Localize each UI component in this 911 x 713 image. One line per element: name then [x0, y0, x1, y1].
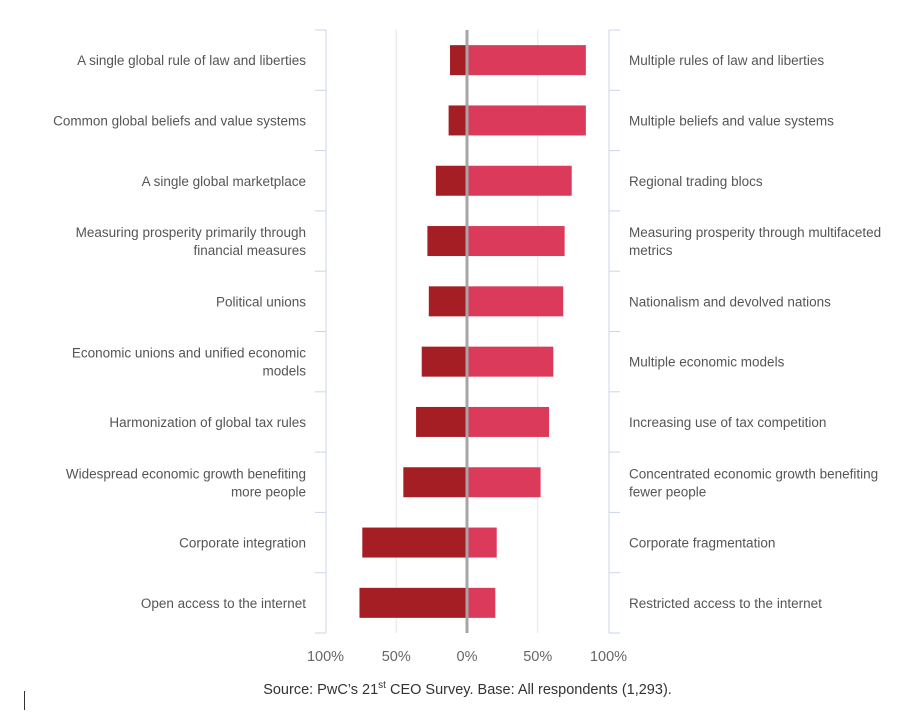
bar-left	[416, 406, 467, 437]
source-note: Source: PwC’s 21st CEO Survey. Base: All…	[0, 680, 911, 698]
bar-right	[467, 527, 497, 558]
left-category-label: Measuring prosperity primarily through fi…	[76, 225, 307, 258]
bar-left	[450, 45, 467, 76]
bar-left	[427, 226, 467, 257]
left-category-label: Widespread economic growth benefiting mor…	[66, 466, 306, 499]
bar-right	[467, 406, 550, 437]
bar-right	[467, 467, 541, 498]
bar-right	[467, 105, 586, 136]
bar-right	[467, 587, 496, 618]
right-category-label: Multiple rules of law and liberties	[629, 53, 824, 68]
right-category-label: Multiple economic models	[629, 355, 785, 370]
x-tick-label: 0%	[457, 649, 478, 665]
bar-left	[435, 165, 467, 196]
left-category-label: Corporate integration	[179, 536, 306, 551]
bar-left	[421, 346, 467, 377]
bar-left	[403, 467, 467, 498]
right-category-label: Regional trading blocs	[629, 174, 763, 189]
right-category-label: Multiple beliefs and value systems	[629, 113, 834, 128]
left-category-label: Common global beliefs and value systems	[53, 113, 306, 128]
text-cursor	[24, 691, 25, 710]
right-category-label: Measuring prosperity through multifacete…	[629, 225, 881, 258]
x-tick-label: 100%	[307, 649, 344, 665]
right-category-label: Nationalism and devolved nations	[629, 294, 831, 309]
bar-left	[428, 286, 467, 317]
left-category-label: Political unions	[216, 294, 306, 309]
right-category-label: Restricted access to the internet	[629, 596, 822, 611]
x-tick-label: 50%	[382, 649, 411, 665]
left-category-label: Harmonization of global tax rules	[109, 415, 306, 430]
right-category-label: Increasing use of tax competition	[629, 415, 826, 430]
left-category-label: Economic unions and unified economic mode…	[72, 346, 306, 379]
bar-left	[362, 527, 467, 558]
left-category-label: A single global marketplace	[142, 174, 306, 189]
right-category-label: Corporate fragmentation	[629, 536, 775, 551]
source-superscript: st	[378, 680, 386, 691]
bar-left	[448, 105, 467, 136]
bar-right	[467, 45, 586, 76]
left-category-label: A single global rule of law and libertie…	[77, 53, 306, 68]
bar-right	[467, 286, 564, 317]
source-suffix: CEO Survey. Base: All respondents (1,293…	[385, 682, 672, 698]
bar-right	[467, 165, 572, 196]
bar-right	[467, 226, 565, 257]
x-tick-label: 100%	[590, 649, 627, 665]
bar-right	[467, 346, 554, 377]
right-category-label: Concentrated economic growth benefiting f…	[629, 466, 878, 499]
left-category-label: Open access to the internet	[141, 596, 306, 611]
x-tick-label: 50%	[523, 649, 552, 665]
bar-left	[359, 587, 467, 618]
source-prefix: Source: PwC’s 21	[263, 682, 379, 698]
